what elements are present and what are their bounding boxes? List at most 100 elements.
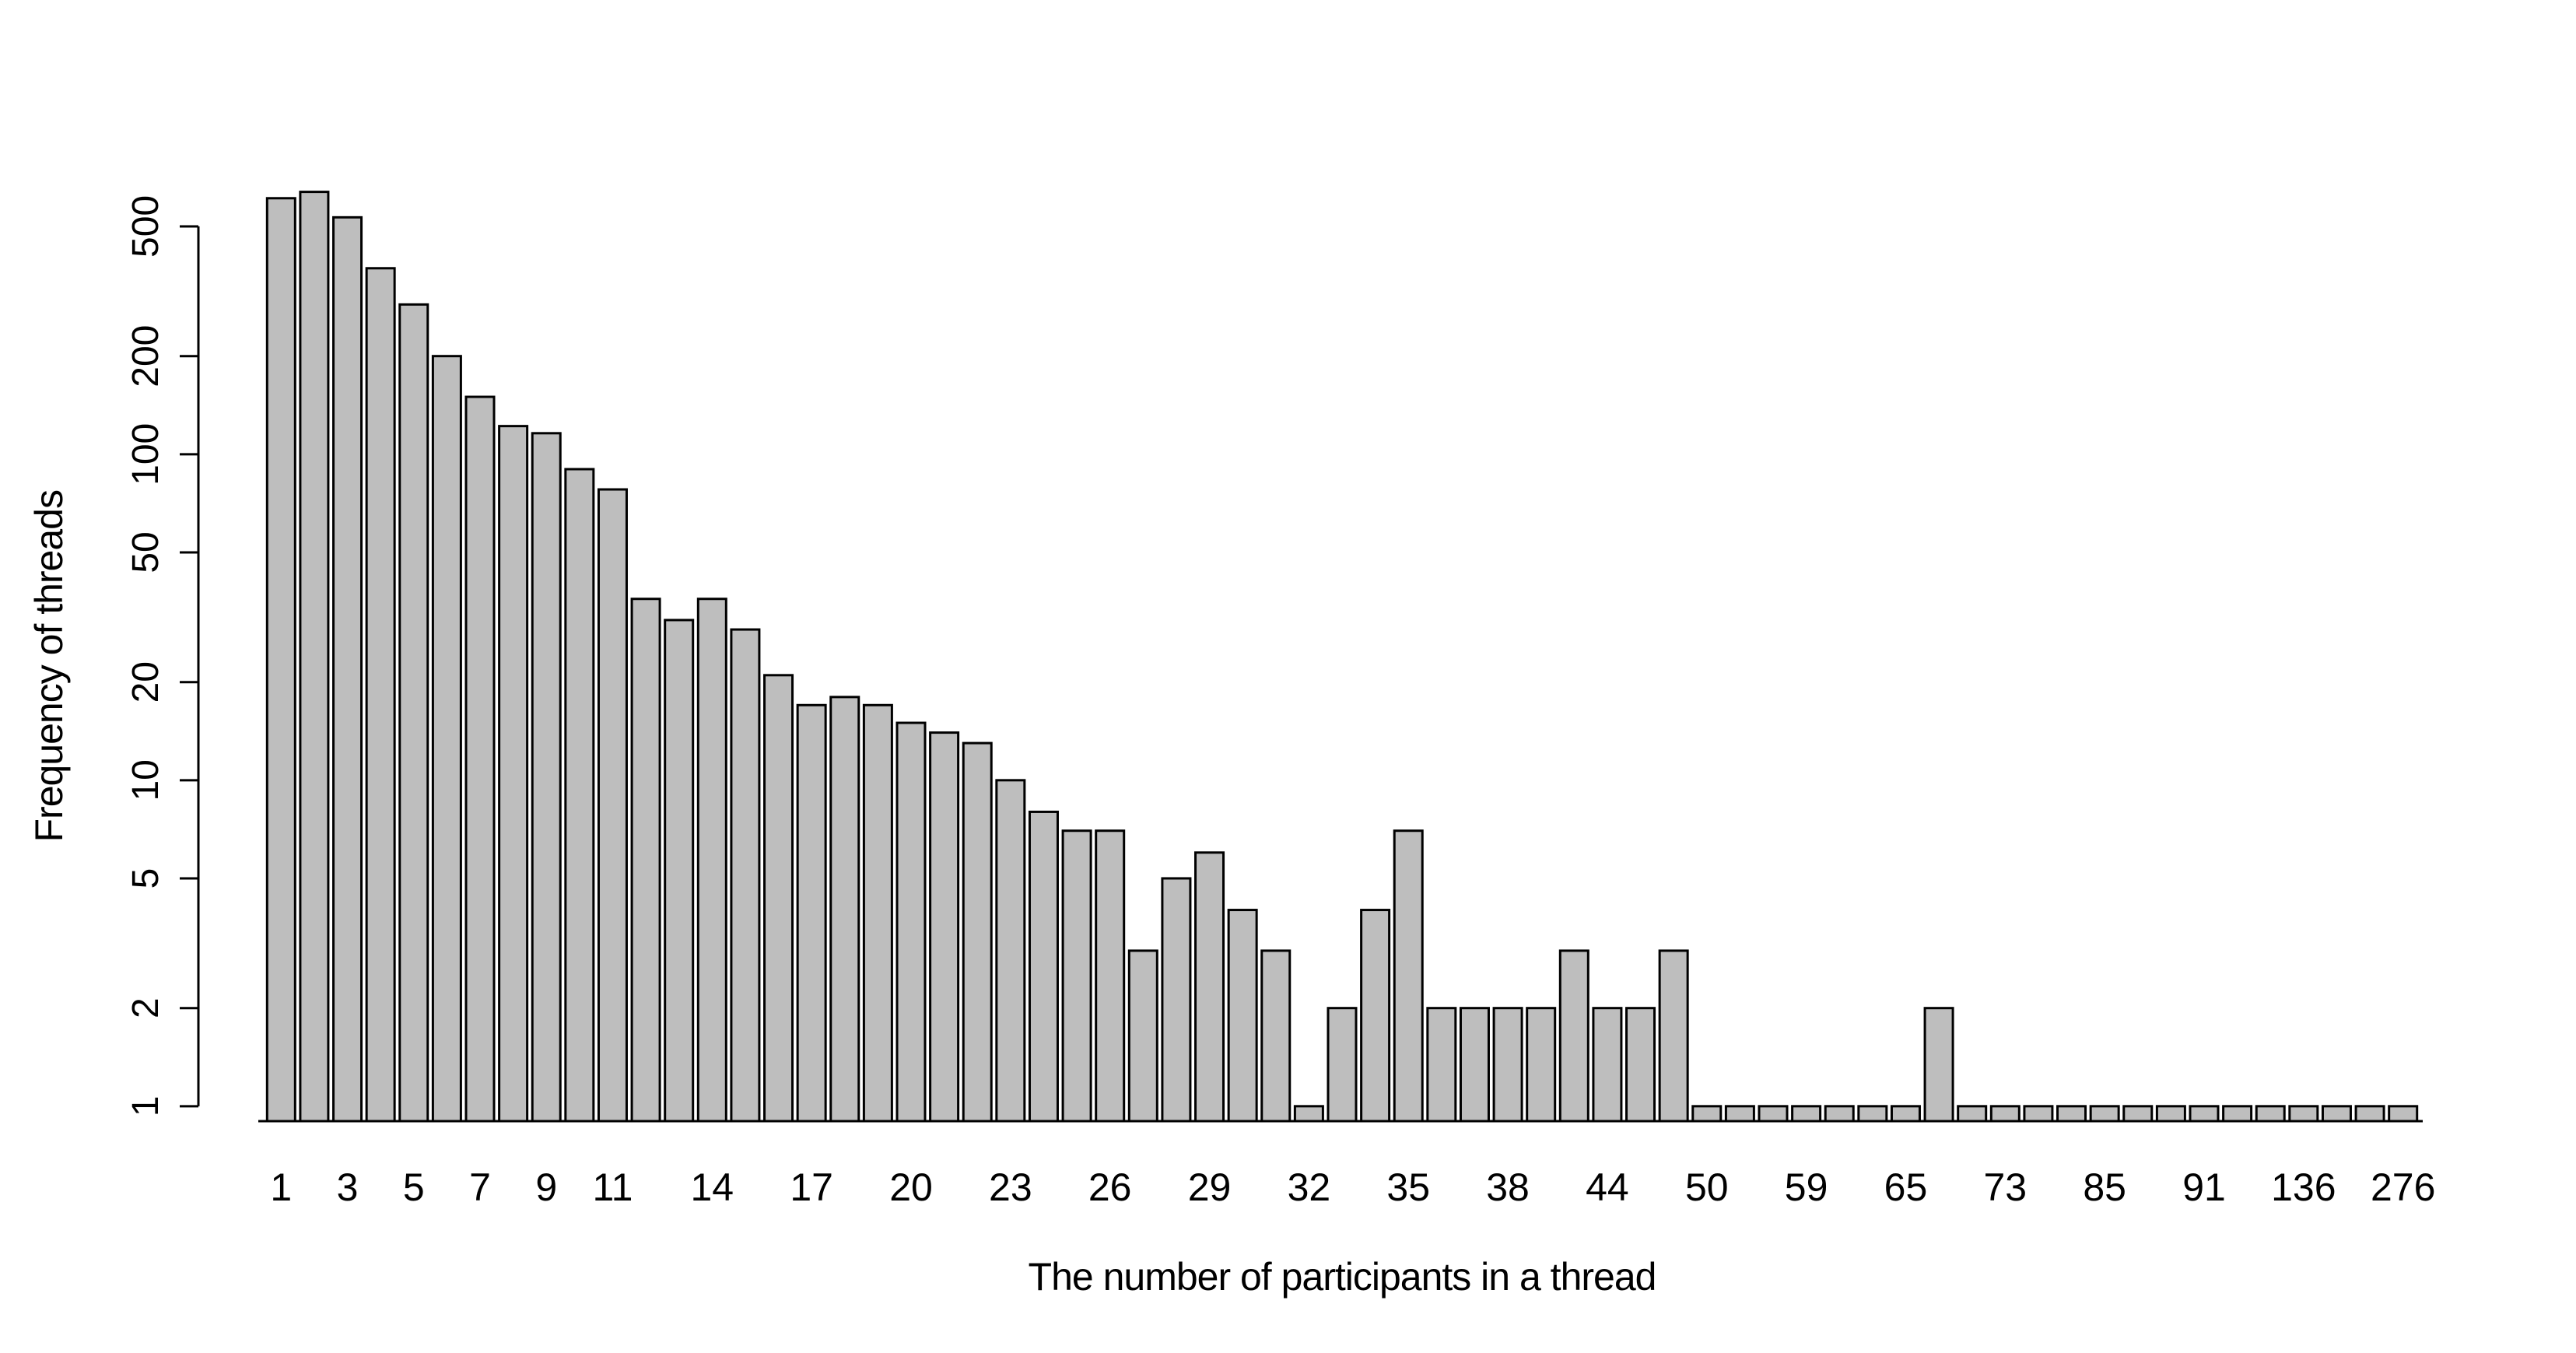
bar — [1426, 1007, 1457, 1123]
bar — [1791, 1105, 1822, 1123]
bar — [1260, 949, 1292, 1123]
y-tick-label: 50 — [125, 531, 166, 573]
bar — [2388, 1105, 2419, 1123]
bar — [597, 488, 628, 1123]
y-tick-label: 500 — [125, 195, 166, 258]
bar — [1824, 1105, 1855, 1123]
bar — [1890, 1105, 1921, 1123]
bar — [1061, 829, 1092, 1123]
bar — [564, 468, 595, 1123]
bar — [1724, 1105, 1755, 1123]
y-tick-label: 2 — [125, 997, 166, 1018]
bar — [332, 216, 363, 1123]
bar — [2023, 1105, 2054, 1123]
bar — [1758, 1105, 1789, 1123]
x-tick-label: 276 — [2371, 1165, 2435, 1209]
bar — [398, 303, 429, 1123]
bar — [1127, 949, 1158, 1123]
bar — [2122, 1105, 2154, 1123]
bar — [1327, 1007, 1358, 1123]
x-tick-label: 38 — [1486, 1165, 1530, 1209]
x-tick-label: 85 — [2083, 1165, 2126, 1209]
bar — [2321, 1105, 2352, 1123]
x-tick-label: 91 — [2182, 1165, 2226, 1209]
x-tick-label: 1 — [270, 1165, 292, 1209]
bar — [1526, 1007, 1557, 1123]
bar — [929, 731, 960, 1123]
x-axis-title: The number of participants in a thread — [1028, 1255, 1657, 1299]
y-tick-label: 100 — [125, 423, 166, 485]
bar — [862, 703, 893, 1123]
y-tick-label: 10 — [125, 759, 166, 801]
x-tick-label: 44 — [1586, 1165, 1629, 1209]
y-axis-title-wrap: Frequency of threads — [14, 0, 84, 1333]
bar — [464, 395, 496, 1123]
x-tick-label: 20 — [889, 1165, 933, 1209]
bar — [962, 741, 993, 1123]
x-tick-label: 14 — [690, 1165, 734, 1209]
bar — [1194, 851, 1225, 1123]
bar — [1989, 1105, 2020, 1123]
x-tick-label: 32 — [1288, 1165, 1331, 1209]
bar — [1558, 949, 1589, 1123]
x-tick-label: 73 — [1983, 1165, 2027, 1209]
y-tick-label: 5 — [125, 868, 166, 889]
y-tick-label: 20 — [125, 661, 166, 703]
bar — [1360, 909, 1391, 1123]
bar — [696, 598, 727, 1123]
bar — [2288, 1105, 2319, 1123]
x-tick-label: 35 — [1386, 1165, 1430, 1209]
bar — [1492, 1007, 1523, 1123]
bar — [1592, 1007, 1623, 1123]
x-tick-label: 65 — [1884, 1165, 1928, 1209]
bar — [763, 674, 794, 1123]
x-tick-label: 11 — [593, 1165, 633, 1209]
bar — [498, 425, 529, 1123]
bar — [1227, 909, 1258, 1123]
x-tick-label: 59 — [1785, 1165, 1828, 1209]
bar — [2189, 1105, 2220, 1123]
bar — [1293, 1105, 1324, 1123]
bar — [2056, 1105, 2087, 1123]
bar — [1658, 949, 1689, 1123]
bar — [2222, 1105, 2253, 1123]
y-axis-title: Frequency of threads — [27, 490, 71, 843]
bar — [1957, 1105, 1988, 1123]
x-tick-label: 50 — [1685, 1165, 1729, 1209]
bar — [829, 696, 860, 1123]
bar — [1691, 1105, 1723, 1123]
bar — [995, 779, 1026, 1123]
x-tick-label: 26 — [1088, 1165, 1132, 1209]
bar — [1857, 1105, 1888, 1123]
bar — [1393, 829, 1424, 1123]
bar — [630, 598, 661, 1123]
x-tick-label: 7 — [469, 1165, 491, 1209]
bar — [796, 703, 827, 1123]
bar — [265, 197, 296, 1123]
bar — [1459, 1007, 1490, 1123]
bar — [531, 432, 562, 1123]
bar — [1028, 810, 1059, 1123]
bar — [730, 628, 761, 1123]
bar — [2255, 1105, 2286, 1123]
x-tick-label: 9 — [535, 1165, 557, 1209]
x-tick-label: 23 — [989, 1165, 1032, 1209]
bar — [1095, 829, 1126, 1123]
bar — [664, 619, 695, 1123]
bar — [2354, 1105, 2385, 1123]
x-tick-label: 3 — [337, 1165, 359, 1209]
bar — [299, 191, 330, 1123]
x-tick-label: 5 — [403, 1165, 425, 1209]
bar — [431, 355, 462, 1123]
x-tick-label: 29 — [1188, 1165, 1232, 1209]
bar — [1625, 1007, 1656, 1123]
bar — [2155, 1105, 2186, 1123]
bar — [365, 267, 396, 1123]
bar — [895, 721, 927, 1123]
y-tick-label: 1 — [125, 1095, 166, 1116]
y-tick-label: 200 — [125, 325, 166, 387]
x-tick-label: 136 — [2271, 1165, 2336, 1209]
bar — [1161, 877, 1192, 1123]
